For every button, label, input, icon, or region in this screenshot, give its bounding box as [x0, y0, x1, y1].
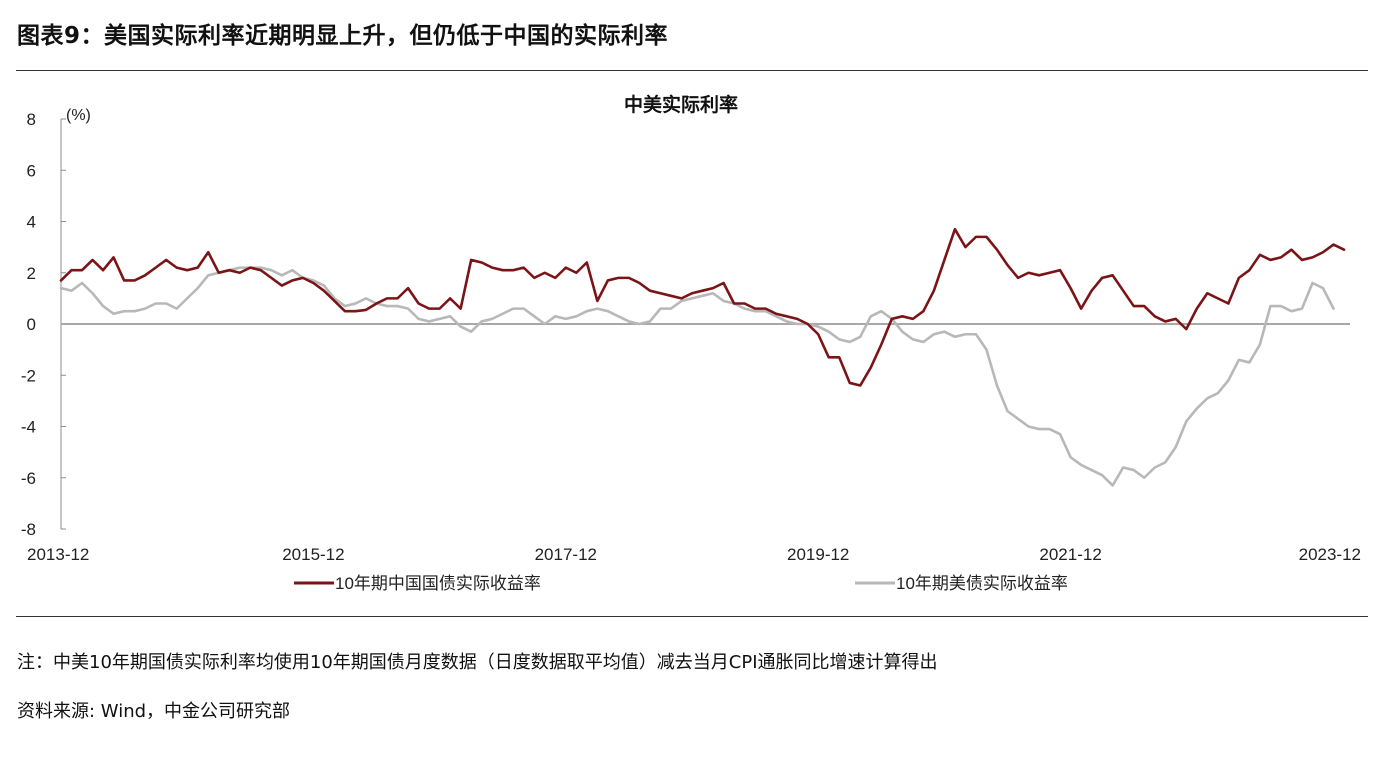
y-tick-label: -2	[21, 366, 36, 385]
chart: 中美实际利率 (%) 8 6 4 2 0 -2 -4 -6 -8 2013-12 2015-12 20…	[0, 71, 1378, 616]
top-rule	[16, 70, 1368, 71]
y-tick-label: 0	[27, 315, 36, 334]
x-tick-label: 2023-12	[1299, 545, 1361, 564]
legend-label: 10年期美债实际收益率	[896, 574, 1068, 593]
figure-title: 图表9：美国实际利率近期明显上升，但仍低于中国的实际利率	[17, 23, 669, 49]
y-axis-unit-label: (%)	[66, 107, 91, 124]
legend: 10年期中国国债实际收益率 10年期美债实际收益率	[294, 574, 1068, 593]
x-tick-label: 2015-12	[282, 545, 344, 564]
y-tick-label: 8	[27, 110, 36, 129]
series-line	[59, 266, 1335, 487]
x-tick-label: 2021-12	[1039, 545, 1101, 564]
chart-canvas: 中美实际利率 (%) 8 6 4 2 0 -2 -4 -6 -8 2013-12 2015-12 20…	[21, 93, 1361, 593]
y-tick-label: -4	[21, 418, 36, 437]
axes: 8 6 4 2 0 -2 -4 -6 -8 2013-12 2015-12 2017-12 2019-1…	[21, 110, 1361, 564]
y-tick-label: 2	[27, 264, 36, 283]
y-tick-label: -6	[21, 469, 36, 488]
x-tick-label: 2017-12	[535, 545, 597, 564]
legend-label: 10年期中国国债实际收益率	[335, 574, 541, 593]
y-tick-label: 6	[27, 161, 36, 180]
footnote: 注：中美10年期国债实际利率均使用10年期国债月度数据（日度数据取平均值）减去当…	[17, 652, 938, 673]
series-line	[59, 227, 1346, 387]
series-layer	[59, 227, 1346, 487]
bottom-rule	[16, 616, 1368, 617]
y-tick-label: -8	[21, 520, 36, 539]
source-line: 资料来源: Wind，中金公司研究部	[17, 701, 291, 722]
y-tick-label: 4	[27, 213, 36, 232]
chart-title: 中美实际利率	[624, 93, 738, 116]
x-tick-label: 2013-12	[27, 545, 89, 564]
x-tick-label: 2019-12	[787, 545, 849, 564]
